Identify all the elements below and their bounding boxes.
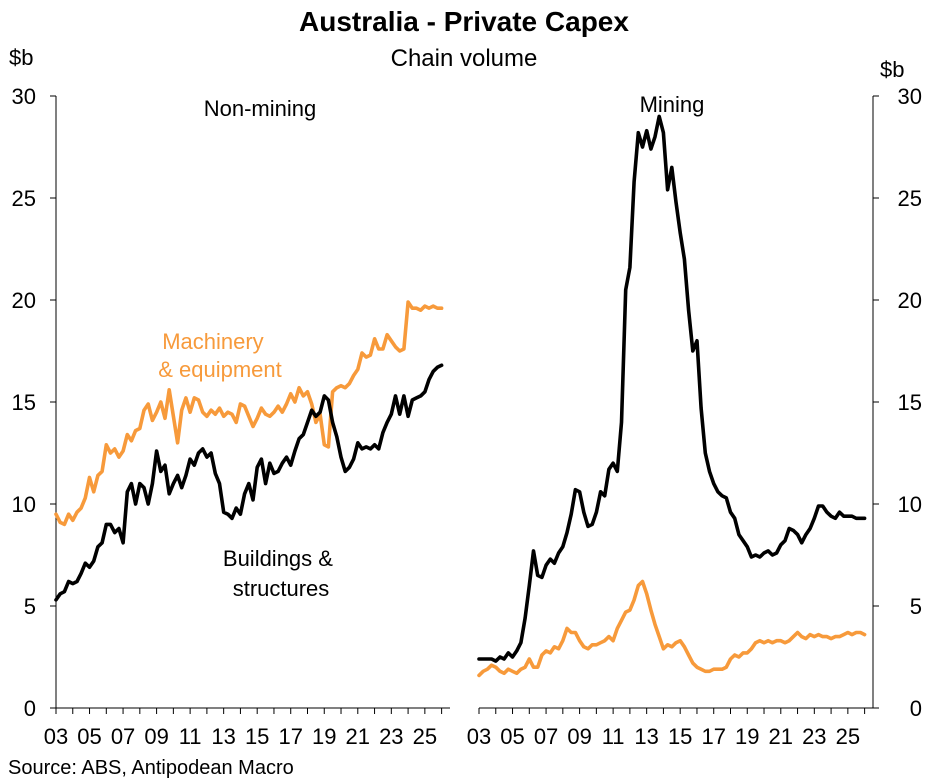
series-line-machinery [54,300,444,527]
y-tick-label: 25 [12,186,36,211]
right-y-unit: $b [880,57,904,82]
panel-title-nonmining: Non-mining [204,96,317,121]
x-tick-label: 05 [500,724,524,749]
x-tick-label: 15 [245,724,269,749]
x-tick-label: 19 [735,724,759,749]
x-tick-label: 17 [278,724,302,749]
x-tick-label: 13 [211,724,235,749]
x-tick-label: 21 [346,724,370,749]
x-tick-label: 23 [379,724,403,749]
panel-title-mining: Mining [640,92,705,117]
annotation-machinery: Machinery & equipment [158,329,282,382]
y-tick-label: 0 [24,696,36,721]
series-line-buildings [477,114,867,663]
x-tick-label: 07 [534,724,558,749]
x-tick-label: 05 [77,724,101,749]
annotation-buildings-line2: structures [233,576,330,601]
x-tick-label: 07 [111,724,135,749]
y-tick-label: 30 [12,84,36,109]
y-tick-label: 20 [12,288,36,313]
y-tick-label: 10 [898,492,922,517]
series-line-machinery [477,579,867,678]
left-y-unit: $b [9,45,33,70]
annotation-buildings: Buildings & structures [223,546,339,601]
y-tick-label: 15 [12,390,36,415]
x-tick-label: 13 [634,724,658,749]
y-tick-label: 15 [898,390,922,415]
x-tick-label: 17 [701,724,725,749]
chart-subtitle: Chain volume [391,45,538,72]
x-tick-label: 15 [668,724,692,749]
source-note: Source: ABS, Antipodean Macro [8,757,294,778]
y-tick-label: 0 [910,696,922,721]
x-tick-label: 09 [144,724,168,749]
chart-title: Australia - Private Capex [299,6,629,37]
y-tick-label: 20 [898,288,922,313]
y-tick-label: 5 [24,594,36,619]
x-tick-label: 25 [413,724,437,749]
x-tick-label: 09 [567,724,591,749]
annotation-buildings-line1: Buildings & [223,546,333,571]
annotation-machinery-line2: & equipment [158,357,282,382]
y-tick-label: 30 [898,84,922,109]
series-line-buildings [54,363,444,602]
annotation-machinery-line1: Machinery [162,329,263,354]
x-tick-label: 11 [179,724,202,749]
x-tick-label: 23 [802,724,826,749]
x-tick-label: 11 [602,724,625,749]
x-tick-label: 03 [44,724,68,749]
y-tick-label: 5 [910,594,922,619]
y-tick-label: 25 [898,186,922,211]
y-tick-label: 10 [12,492,36,517]
x-tick-label: 25 [836,724,860,749]
x-tick-label: 19 [312,724,336,749]
x-tick-label: 03 [467,724,491,749]
x-tick-label: 21 [769,724,793,749]
